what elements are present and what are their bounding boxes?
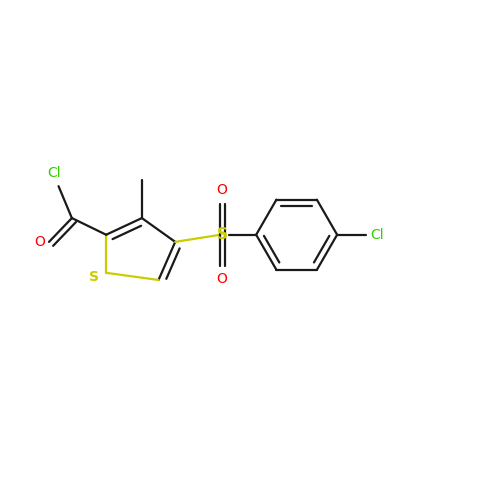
Text: S: S <box>217 227 228 242</box>
Text: S: S <box>89 270 99 284</box>
Text: Cl: Cl <box>370 228 384 242</box>
Text: O: O <box>217 183 228 197</box>
Text: Cl: Cl <box>47 166 60 181</box>
Text: O: O <box>34 235 45 249</box>
Text: O: O <box>217 273 228 286</box>
